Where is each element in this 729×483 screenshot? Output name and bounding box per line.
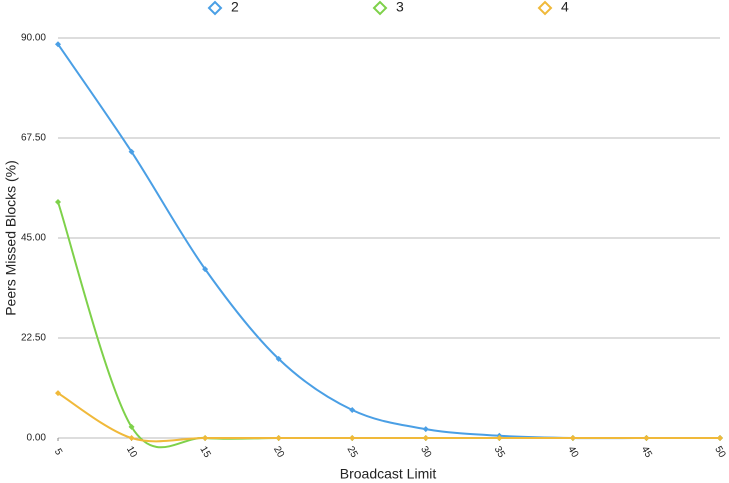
data-point <box>55 41 61 48</box>
data-point <box>349 407 356 413</box>
x-tick-label: 40 <box>565 445 580 461</box>
x-tick-label: 5 <box>52 447 65 458</box>
x-tick-label: 15 <box>197 445 212 461</box>
data-point <box>128 148 135 155</box>
legend-label: 2 <box>231 0 239 15</box>
x-tick-label: 35 <box>492 445 507 461</box>
x-tick-label: 10 <box>124 445 139 461</box>
series-line <box>57 43 720 440</box>
x-tick-label: 50 <box>712 445 727 461</box>
series-line <box>57 201 720 449</box>
x-tick-label: 30 <box>418 445 433 461</box>
data-point <box>202 266 209 273</box>
data-point <box>275 435 282 441</box>
data-point <box>202 435 209 441</box>
data-point <box>717 435 723 441</box>
x-tick-label: 20 <box>271 445 286 461</box>
series-line <box>57 392 720 443</box>
y-tick-label: 45.00 <box>21 233 46 244</box>
data-point <box>422 426 429 433</box>
data-point <box>275 355 282 362</box>
y-tick-label: 90.00 <box>21 33 46 44</box>
y-tick-label: 0.00 <box>27 433 47 444</box>
y-tick-label: 67.50 <box>21 133 46 144</box>
legend-marker <box>537 0 553 16</box>
data-point <box>422 435 429 441</box>
data-point <box>349 435 356 441</box>
data-point <box>128 435 135 441</box>
data-point <box>55 199 61 205</box>
data-point <box>55 390 61 397</box>
data-point <box>128 423 135 430</box>
data-point <box>643 435 650 441</box>
x-tick-label: 25 <box>345 445 360 461</box>
y-axis-label: Peers Missed Blocks (%) <box>3 160 19 316</box>
legend-marker <box>372 0 388 16</box>
data-point <box>569 435 576 441</box>
legend-marker <box>207 0 223 16</box>
x-axis-label: Broadcast Limit <box>340 466 437 482</box>
legend-label: 3 <box>396 0 404 15</box>
x-tick-label: 45 <box>639 445 654 461</box>
data-point <box>496 435 503 441</box>
legend-label: 4 <box>561 0 569 15</box>
y-tick-label: 22.50 <box>21 333 46 344</box>
